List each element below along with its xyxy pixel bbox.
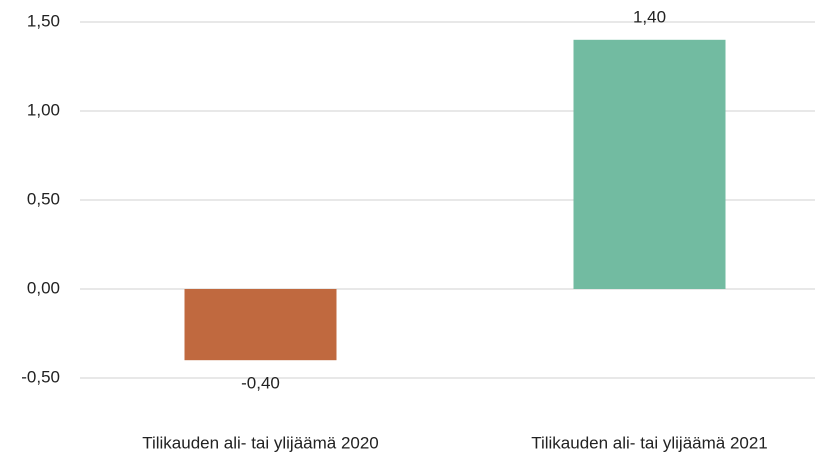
x-tick-label: Tilikauden ali- tai ylijäämä 2020 [142, 433, 379, 452]
y-tick-label: 1,00 [27, 100, 60, 119]
y-tick-label: 1,50 [27, 11, 60, 30]
data-label: -0,40 [241, 374, 280, 393]
bar [184, 289, 337, 361]
data-label: 1,40 [633, 7, 666, 26]
x-tick-label: Tilikauden ali- tai ylijäämä 2021 [531, 433, 768, 452]
y-tick-label: 0,00 [27, 278, 60, 297]
bar [573, 39, 726, 289]
y-tick-label: -0,50 [21, 367, 60, 386]
y-tick-label: 0,50 [27, 189, 60, 208]
